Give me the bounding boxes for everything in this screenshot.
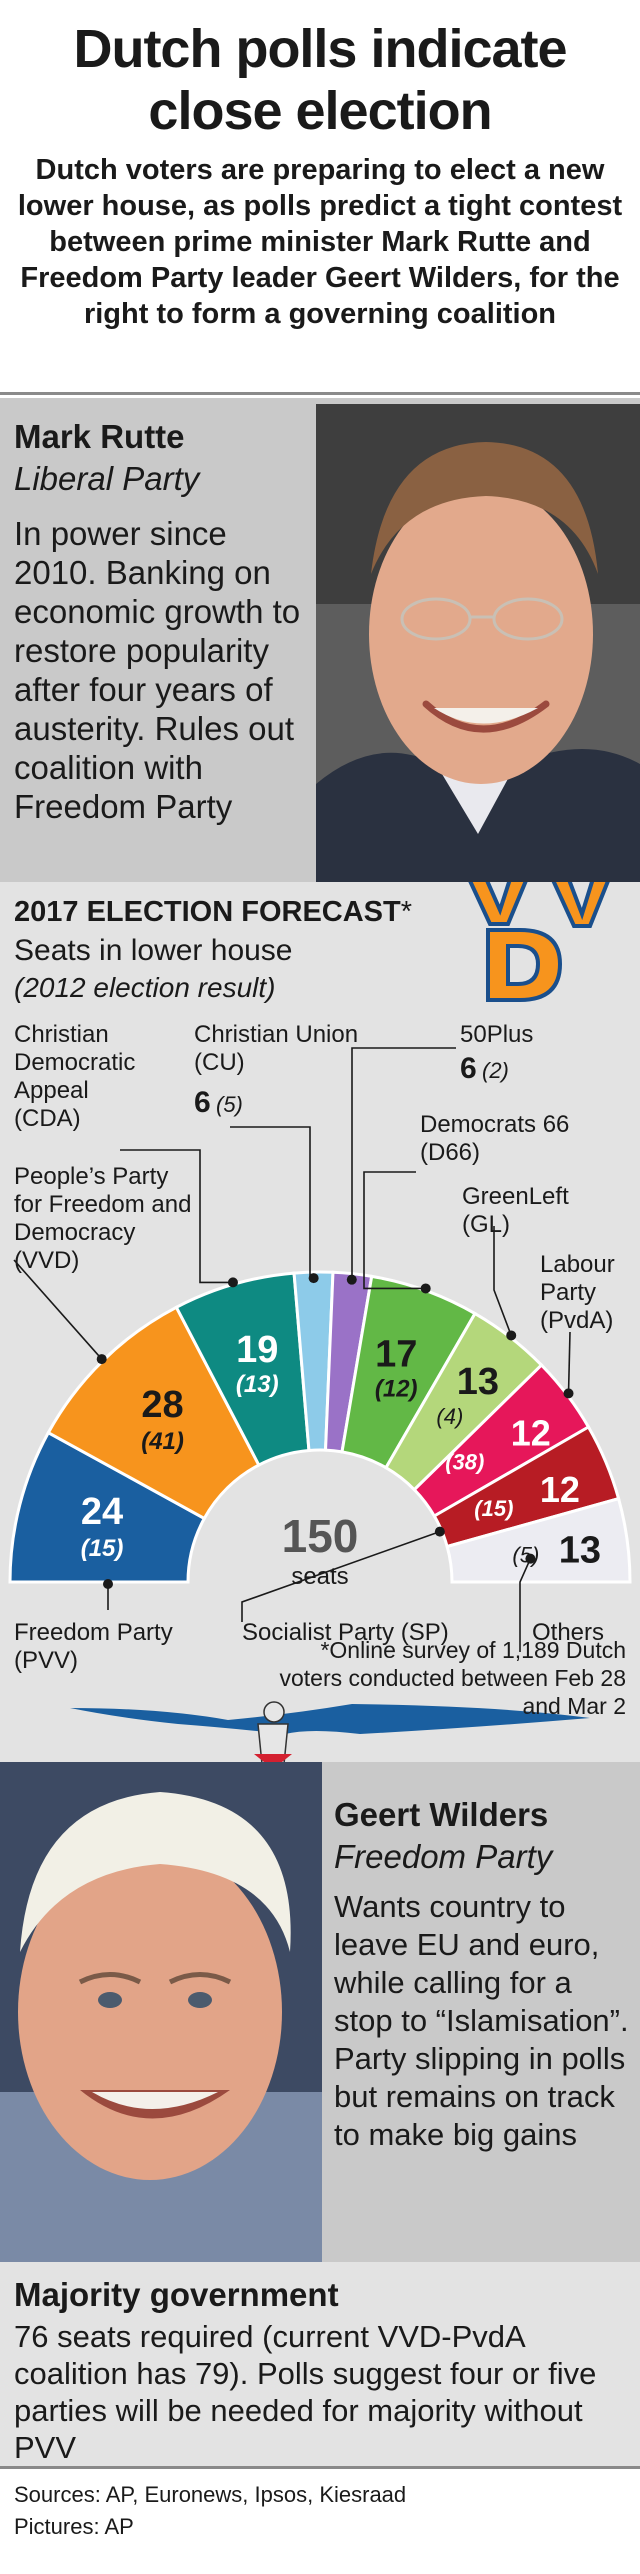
label-d66: Democrats 66	[420, 1111, 569, 1138]
label-vvd: People’s Party	[14, 1163, 168, 1190]
value-gl-previous: (4)	[436, 1404, 463, 1429]
value-pvda-previous: (38)	[445, 1450, 484, 1475]
value-d66-previous: (12)	[375, 1375, 418, 1402]
value-cda-seats: 19	[236, 1329, 278, 1371]
label-gl: (GL)	[462, 1211, 510, 1238]
label-50plus-seats: 6	[460, 1052, 477, 1085]
rutte-description: In power since 2010. Banking on economic…	[14, 515, 301, 825]
wilders-party: Freedom Party	[334, 1838, 553, 1875]
forecast-subtitle-previous: (2012 election result)	[14, 972, 276, 1003]
value-pvv-previous: (15)	[81, 1535, 124, 1562]
leader-vvd	[13, 1259, 103, 1360]
majority-title: Majority government	[14, 2276, 339, 2313]
label-pvda: (PvdA)	[540, 1307, 613, 1334]
value-gl-seats: 13	[457, 1361, 499, 1403]
label-pvv: Freedom Party	[14, 1619, 173, 1646]
value-vvd-previous: (41)	[141, 1428, 184, 1455]
chart-text: 24(15)28(41)19(13)17(12) 13(4) 12(38)12(15…	[14, 1021, 615, 1674]
leader-pvda	[567, 1331, 571, 1394]
divider	[0, 392, 640, 395]
value-others-seats: 13	[559, 1530, 601, 1572]
label-50plus: 50Plus	[460, 1021, 533, 1048]
value-pvv-seats: 24	[81, 1491, 123, 1533]
value-d66-seats: 17	[375, 1333, 417, 1375]
leader-lines	[13, 1047, 571, 1652]
wilders-name: Geert Wilders	[334, 1796, 549, 1833]
label-cda: Appeal	[14, 1077, 89, 1104]
label-sp: Socialist Party (SP)	[242, 1619, 449, 1646]
value-sp-seats: 12	[540, 1469, 580, 1510]
label-vvd: Democracy	[14, 1219, 135, 1246]
value-vvd-seats: 28	[141, 1384, 183, 1426]
majority-description: 76 seats required (current VVD-PvdA coal…	[14, 2319, 597, 2465]
chart-segments	[8, 1270, 632, 1584]
segment-others	[445, 1496, 632, 1584]
label-pvda: Labour	[540, 1251, 615, 1278]
label-vvd: for Freedom and	[14, 1191, 191, 1218]
forecast-subtitle: Seats in lower house	[14, 934, 293, 967]
total-seats-unit: seats	[291, 1563, 348, 1590]
majority-panel: Majority government 76 seats required (c…	[0, 2262, 640, 2466]
leader-50plus-dot	[346, 1274, 357, 1285]
page-title: Dutch polls indicate close election	[73, 19, 567, 141]
value-cda-previous: (13)	[236, 1371, 279, 1398]
sources-text: Sources: AP, Euronews, Ipsos, Kiesraad	[14, 2482, 407, 2507]
intro-text: Dutch voters are preparing to elect a ne…	[17, 154, 623, 330]
rutte-panel: Mark Rutte Liberal Party In power since …	[0, 398, 640, 882]
leader-cda	[120, 1149, 233, 1284]
parliament-chart: 24(15)28(41)19(13)17(12) 13(4) 12(38)12(15…	[8, 882, 632, 1762]
leader-sp	[241, 1530, 441, 1622]
leader-pvda-dot	[563, 1388, 574, 1399]
leader-others-dot	[525, 1553, 536, 1564]
label-50plus-previous: (2)	[482, 1058, 509, 1083]
header: Dutch polls indicate close election Dutc…	[0, 0, 640, 392]
total-seats: 150	[282, 1510, 359, 1562]
leader-others	[519, 1558, 532, 1652]
leader-sp-dot	[434, 1526, 445, 1537]
bird-icon	[70, 1701, 590, 1762]
leader-gl-dot	[506, 1330, 517, 1341]
label-gl: GreenLeft	[462, 1183, 569, 1210]
label-vvd: (VVD)	[14, 1247, 79, 1274]
leader-pvv-dot	[103, 1579, 113, 1589]
leader-d66	[363, 1171, 426, 1290]
rutte-name: Mark Rutte	[14, 418, 185, 455]
leader-cu-dot	[308, 1273, 319, 1284]
leader-cu	[230, 1126, 314, 1279]
divider	[0, 2466, 640, 2469]
label-cu: (CU)	[194, 1049, 245, 1076]
label-pvv: (PVV)	[14, 1647, 78, 1674]
label-cda: Democratic	[14, 1049, 135, 1076]
forecast-panel: 24 (15) 28 (41) 19 (13) 17 (12) 13 (4) 12 (38) 12 (15…	[0, 882, 640, 1762]
rutte-party: Liberal Party	[14, 460, 200, 497]
label-others: Others	[532, 1619, 604, 1646]
value-sp-previous: (15)	[474, 1496, 513, 1521]
label-cu-previous: (5)	[216, 1092, 243, 1117]
leader-cda-dot	[227, 1277, 238, 1288]
forecast-title: 2017 ELECTION FORECAST*	[14, 896, 413, 928]
leader-vvd-dot	[96, 1354, 107, 1365]
leader-d66-dot	[420, 1283, 431, 1294]
vvd-logo	[468, 882, 610, 1002]
leader-dots	[96, 1273, 574, 1589]
label-cu: Christian Union	[194, 1021, 358, 1048]
value-others-previous: (5)	[512, 1543, 539, 1568]
label-pvda: Party	[540, 1279, 596, 1306]
value-pvda-seats: 12	[511, 1413, 551, 1454]
label-cda: (CDA)	[14, 1105, 81, 1132]
rutte-photo	[316, 404, 640, 882]
forecast-footnote: *Online survey of 1,189 Dutch voters con…	[279, 1637, 626, 1719]
wilders-photo	[0, 1762, 322, 2262]
wilders-description: Wants country to leave EU and euro, whil…	[334, 1889, 629, 2152]
leader-gl	[493, 1226, 512, 1336]
pictures-credit: Pictures: AP	[14, 2514, 134, 2539]
label-cda: Christian	[14, 1021, 109, 1048]
footer: Sources: AP, Euronews, Ipsos, Kiesraad P…	[0, 2466, 640, 2574]
label-d66: (D66)	[420, 1139, 480, 1166]
label-cu-seats: 6	[194, 1086, 211, 1119]
wilders-panel: Geert Wilders Freedom Party Wants countr…	[0, 1762, 640, 2262]
